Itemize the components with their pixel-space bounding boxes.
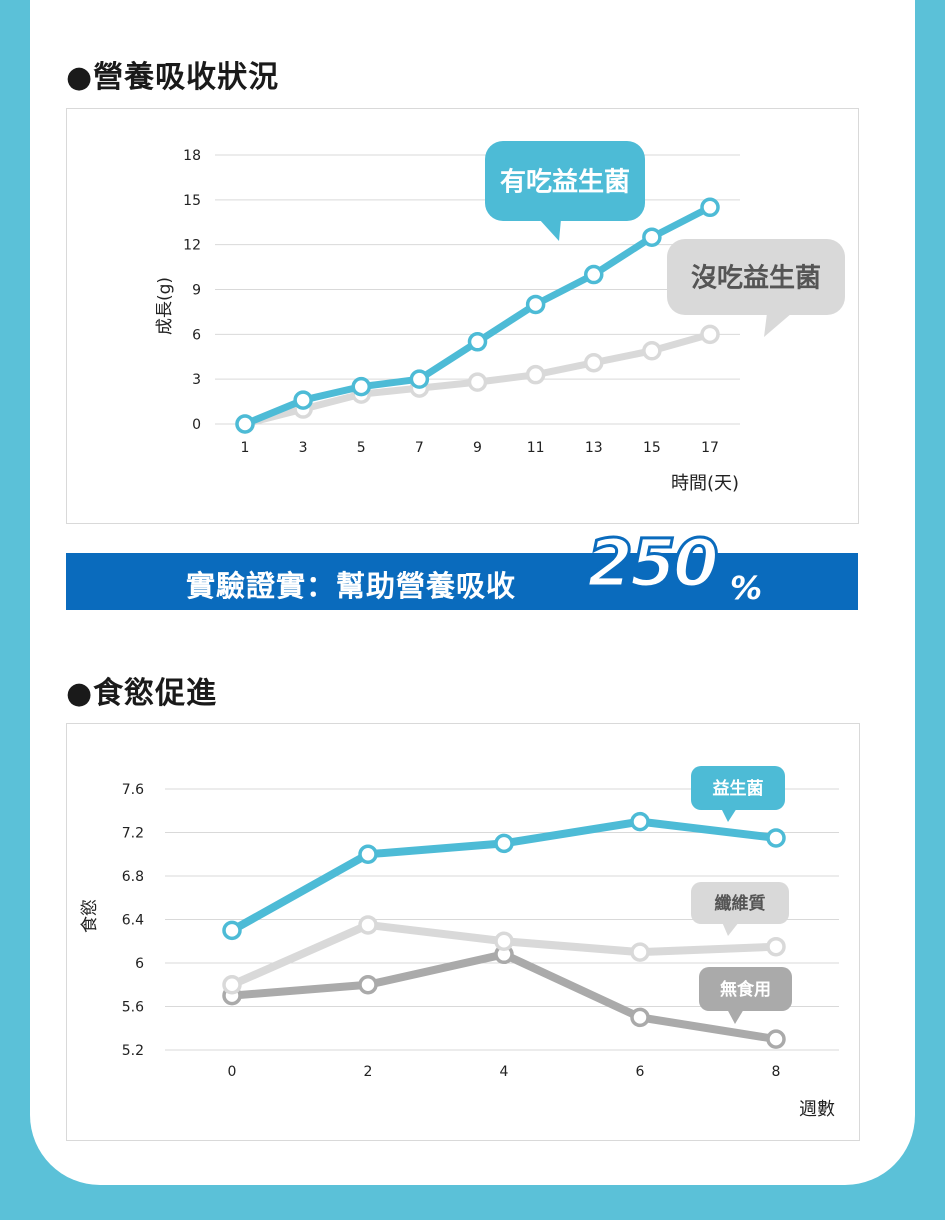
data-point: [358, 975, 378, 995]
data-point: [351, 376, 371, 397]
y-tick-label: 3: [192, 372, 201, 388]
data-point: [467, 372, 488, 392]
y-tick-label: 0: [192, 417, 201, 433]
section-title-nutrition: ●營養吸收狀況: [66, 60, 280, 95]
x-tick-label: 8: [772, 1064, 781, 1080]
legend-with-probiotics: 有吃益生菌: [485, 141, 645, 241]
legend-bubble-body: [667, 239, 845, 315]
data-point: [409, 369, 430, 389]
x-tick-label: 6: [636, 1064, 645, 1080]
x-tick-label: 17: [701, 440, 719, 456]
data-point: [467, 332, 488, 352]
chart-growth-frame: 0 3 6 9 12 15 18 1 3 5 7 9 11 13 15 17 時間(天) 成長(g) 有吃益生菌 沒吃…: [66, 108, 859, 524]
data-point: [700, 324, 720, 345]
data-point: [494, 931, 514, 951]
y-axis-title: 成長(g): [155, 277, 175, 335]
banner-big-number: 250: [586, 525, 721, 602]
legend-bubble-body: [485, 141, 645, 221]
y-tick-label: 6.8: [122, 869, 144, 885]
data-point: [630, 1007, 650, 1028]
data-point: [222, 975, 242, 995]
x-tick-label: 15: [643, 440, 661, 456]
x-tick-label: 13: [585, 440, 603, 456]
data-point: [642, 341, 662, 361]
legend-bubble-body: [691, 766, 785, 810]
data-point: [358, 844, 378, 864]
y-tick-label: 12: [183, 238, 201, 254]
data-point: [766, 828, 786, 848]
y-tick-label: 18: [183, 148, 201, 164]
y-tick-label: 5.2: [122, 1043, 144, 1059]
legend-bubble-tail: [721, 808, 737, 822]
x-tick-label: 7: [415, 440, 424, 456]
legend-bubble-tail: [539, 219, 561, 241]
data-point: [525, 364, 546, 385]
result-banner: 實驗證實：幫助營養吸收 250 %: [66, 529, 858, 610]
legend-bubble-body: [699, 967, 792, 1011]
data-point: [358, 915, 378, 935]
legend-bubble-tail: [727, 1009, 744, 1024]
y-tick-label: 7.2: [122, 826, 144, 842]
y-tick-label: 7.6: [122, 782, 144, 798]
legend-bubble-tail: [764, 313, 792, 337]
legend-label: 益生菌: [713, 778, 764, 799]
legend-label: 纖維質: [715, 893, 766, 914]
y-tick-label: 15: [183, 193, 201, 209]
y-axis-title: 食慾: [80, 899, 100, 933]
data-point: [235, 414, 255, 434]
legend-none: 無食用: [699, 967, 792, 1024]
legend-bubble-tail: [722, 922, 739, 936]
legend-fiber: 纖維質: [691, 882, 789, 936]
data-point: [766, 936, 786, 957]
data-point: [630, 942, 650, 962]
x-tick-label: 11: [527, 440, 545, 456]
banner-percent: %: [730, 569, 763, 607]
x-tick-label: 4: [500, 1064, 509, 1080]
section-title-appetite: ●食慾促進: [66, 676, 218, 711]
x-tick-label: 3: [299, 440, 308, 456]
x-tick-label: 0: [228, 1064, 237, 1080]
legend-probiotics: 益生菌: [691, 766, 785, 822]
data-point: [494, 833, 514, 854]
data-point: [222, 920, 242, 941]
x-axis-title: 時間(天): [671, 473, 739, 494]
y-tick-label: 9: [192, 283, 201, 299]
legend-bubble-body: [691, 882, 789, 924]
data-point: [293, 390, 313, 410]
legend-label: 無食用: [720, 979, 771, 1000]
y-tick-label: 6.4: [122, 913, 144, 929]
legend-label: 有吃益生菌: [500, 167, 630, 197]
x-tick-label: 2: [364, 1064, 373, 1080]
x-tick-label: 9: [473, 440, 482, 456]
y-tick-label: 5.6: [122, 1000, 144, 1016]
x-tick-label: 1: [241, 440, 250, 456]
banner-text: 實驗證實：幫助營養吸收: [186, 569, 517, 603]
y-tick-label: 6: [135, 956, 144, 972]
chart-appetite-frame: 5.2 5.6 6 6.4 6.8 7.2 7.6 0 2 4 6 8 週數 食慾 益生菌纖維質無食用: [66, 723, 860, 1141]
data-point: [642, 227, 662, 247]
legend-without-probiotics: 沒吃益生菌: [667, 239, 845, 337]
data-point: [700, 197, 720, 218]
data-point: [766, 1029, 786, 1049]
data-point: [630, 811, 650, 832]
data-point: [584, 264, 604, 285]
series-line: [231, 950, 777, 1044]
y-tick-label: 6: [192, 327, 201, 343]
x-tick-label: 5: [357, 440, 366, 456]
legend-label: 沒吃益生菌: [691, 263, 821, 293]
data-point: [525, 294, 546, 315]
x-axis-title: 週數: [799, 1099, 835, 1120]
data-point: [584, 352, 604, 373]
